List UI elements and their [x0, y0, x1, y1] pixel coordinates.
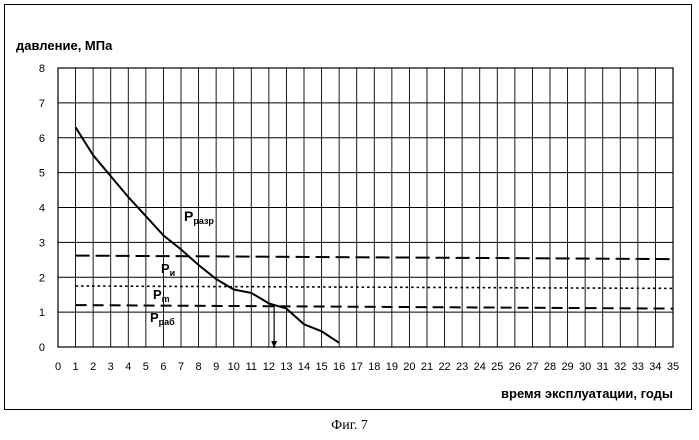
y-tick-label: 1: [39, 307, 45, 319]
x-tick-label: 22: [438, 361, 450, 373]
x-tick-label: 19: [386, 361, 398, 373]
x-tick-label: 17: [351, 361, 363, 373]
chart: 0123456780123456789101112131415161718192…: [0, 0, 699, 415]
x-tick-label: 11: [246, 361, 257, 373]
x-tick-label: 4: [125, 361, 131, 373]
x-tick-label: 30: [579, 361, 591, 373]
x-tick-label: 23: [456, 361, 468, 373]
y-tick-label: 2: [39, 272, 45, 284]
x-tick-label: 7: [178, 361, 184, 373]
x-tick-label: 27: [526, 361, 538, 373]
x-tick-label: 15: [315, 361, 327, 373]
x-tick-label: 25: [491, 361, 503, 373]
y-tick-label: 4: [39, 203, 45, 215]
x-tick-label: 18: [368, 361, 380, 373]
x-tick-label: 26: [509, 361, 521, 373]
y-tick-label: 5: [39, 168, 45, 180]
x-tick-label: 32: [614, 361, 626, 373]
x-tick-label: 3: [108, 361, 114, 373]
y-tick-label: 7: [39, 98, 45, 110]
x-axis-title: время эксплуатации, годы: [501, 386, 673, 401]
x-tick-label: 33: [632, 361, 644, 373]
figure-caption: Фиг. 7: [0, 418, 699, 434]
x-tick-label: 10: [228, 361, 240, 373]
x-tick-label: 14: [298, 361, 310, 373]
x-tick-label: 35: [667, 361, 679, 373]
x-tick-label: 24: [474, 361, 486, 373]
x-tick-label: 1: [73, 361, 79, 373]
x-tick-label: 29: [561, 361, 573, 373]
x-tick-label: 34: [649, 361, 661, 373]
x-tick-label: 28: [544, 361, 556, 373]
y-tick-label: 6: [39, 133, 45, 145]
x-tick-label: 16: [333, 361, 345, 373]
x-tick-label: 21: [421, 361, 433, 373]
y-tick-label: 0: [39, 342, 45, 354]
x-tick-label: 12: [263, 361, 275, 373]
y-tick-label: 3: [39, 237, 45, 249]
x-tick-label: 5: [143, 361, 149, 373]
x-tick-label: 2: [90, 361, 96, 373]
y-axis-title: давление, МПа: [16, 38, 113, 53]
x-tick-label: 13: [280, 361, 292, 373]
x-tick-label: 9: [213, 361, 219, 373]
x-tick-label: 8: [196, 361, 202, 373]
x-tick-label: 6: [160, 361, 166, 373]
y-tick-label: 8: [39, 63, 45, 75]
x-tick-label: 0: [55, 361, 61, 373]
x-tick-label: 20: [403, 361, 415, 373]
x-tick-label: 31: [597, 361, 609, 373]
